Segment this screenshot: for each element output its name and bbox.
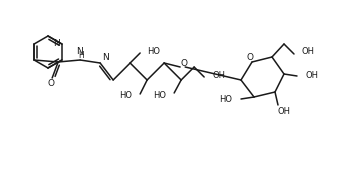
Text: HO: HO	[119, 92, 132, 101]
Text: O: O	[247, 52, 253, 61]
Text: OH: OH	[278, 107, 291, 116]
Text: OH: OH	[306, 71, 319, 80]
Text: HO: HO	[153, 90, 166, 99]
Text: N: N	[76, 47, 82, 56]
Text: O: O	[181, 58, 188, 67]
Text: N: N	[53, 39, 60, 48]
Text: N: N	[102, 53, 109, 62]
Text: HO: HO	[147, 48, 160, 57]
Text: O: O	[48, 79, 55, 88]
Text: HO: HO	[219, 94, 232, 103]
Text: OH: OH	[302, 48, 315, 57]
Text: OH: OH	[212, 71, 225, 80]
Text: H: H	[78, 52, 84, 61]
